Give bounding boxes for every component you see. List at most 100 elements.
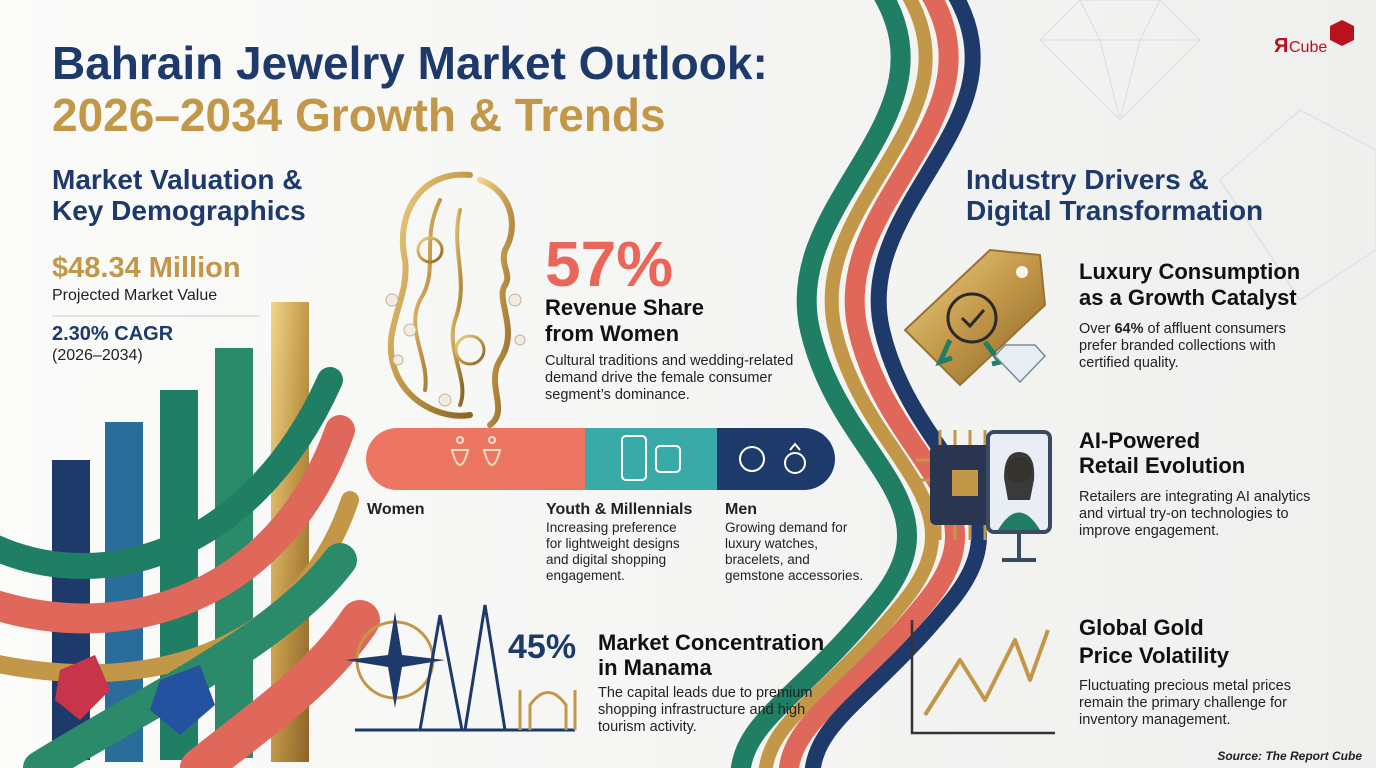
decor-shape xyxy=(784,452,806,474)
driver-title: Global Gold xyxy=(1079,615,1204,640)
segment-body: engagement. xyxy=(546,568,625,583)
watch-ring-icon xyxy=(739,442,806,474)
title-line: 2026–2034 Growth & Trends xyxy=(52,89,666,141)
decor-shape xyxy=(1016,266,1028,278)
tag-icon xyxy=(903,248,1047,387)
driver-body: and virtual try-on technologies to xyxy=(1079,506,1289,522)
decor-shape xyxy=(392,354,404,366)
decor-shape xyxy=(345,612,445,708)
segment-body: and digital shopping xyxy=(546,552,666,567)
decor-shape xyxy=(952,470,978,496)
women-body: Cultural traditions and wedding-related xyxy=(545,353,793,369)
cagr-period: (2026–2034) xyxy=(52,347,143,364)
skyline-icon xyxy=(345,604,577,732)
decor-shape xyxy=(385,293,399,307)
gem xyxy=(150,665,215,735)
decor-shape xyxy=(514,334,526,346)
decor-shape xyxy=(450,208,465,407)
women-share: 57% xyxy=(545,228,673,300)
decor-shape xyxy=(910,620,1055,735)
ribbon xyxy=(23,543,357,768)
market-value-label: Projected Market Value xyxy=(52,287,217,304)
decor-shape xyxy=(482,449,502,466)
driver-body: Over 64% of affluent consumers xyxy=(1079,321,1286,337)
driver-body: inventory management. xyxy=(1079,712,1231,728)
women-body: segment’s dominance. xyxy=(545,387,690,403)
ribbon xyxy=(758,0,940,768)
manama-title: in Manama xyxy=(598,655,712,680)
women-title: Revenue Share xyxy=(545,295,704,320)
decor-shape xyxy=(454,334,486,366)
body-text: Over xyxy=(1079,321,1114,337)
earrings-icon xyxy=(450,436,502,466)
ribbon xyxy=(778,0,966,768)
decor-shape xyxy=(528,691,568,730)
woman-illustration xyxy=(387,171,515,428)
manama-share: 45% xyxy=(508,628,576,666)
segment-youth xyxy=(585,428,717,490)
ai-icon xyxy=(916,430,1052,562)
driver-body: improve engagement. xyxy=(1079,523,1219,539)
center-ribbon xyxy=(730,0,988,768)
decor-shape xyxy=(655,445,681,473)
decor-shape xyxy=(418,604,507,731)
gold-price-icon xyxy=(910,620,1055,735)
highlight-figure: 64% xyxy=(1114,321,1143,337)
decor-shape xyxy=(508,293,522,307)
decor-shape xyxy=(488,436,496,444)
driver-body: Retailers are integrating AI analytics xyxy=(1079,489,1310,505)
segment-body: bracelets, and xyxy=(725,552,810,567)
decor-shape xyxy=(1004,452,1035,500)
driver-body: certified quality. xyxy=(1079,355,1179,371)
market-value: $48.34 Million xyxy=(52,252,241,284)
driver-title: AI-Powered xyxy=(1079,428,1200,453)
decor-shape xyxy=(739,446,765,472)
decor-shape xyxy=(456,436,464,444)
decor-shape xyxy=(916,430,987,540)
pearls xyxy=(385,293,526,407)
section-heading: Industry Drivers & xyxy=(966,164,1209,195)
decor-shape xyxy=(903,248,1047,387)
manama-body: tourism activity. xyxy=(598,719,697,735)
ribbon xyxy=(180,600,380,768)
women-body: demand drive the female consumer xyxy=(545,370,772,386)
logo-cube xyxy=(1330,20,1354,46)
decor-shape xyxy=(387,171,473,419)
ribbon xyxy=(730,0,918,768)
driver-title: Luxury Consumption xyxy=(1079,259,1300,284)
driver-title: Retail Evolution xyxy=(1079,453,1245,478)
segment-body: Increasing preference xyxy=(546,520,677,535)
gems xyxy=(55,655,215,735)
segment-body: Growing demand for xyxy=(725,520,848,535)
decor-shape xyxy=(403,323,417,337)
decor-shape xyxy=(413,198,442,392)
driver-body: prefer branded collections with xyxy=(1079,338,1276,354)
segment-body: for lightweight designs xyxy=(546,536,680,551)
decor-shape xyxy=(960,309,986,329)
section-heading: Market Valuation & xyxy=(52,164,303,195)
decor-shape xyxy=(923,629,1050,717)
decor-shape xyxy=(416,236,444,264)
decor-shape xyxy=(1219,109,1376,302)
diamond-decor xyxy=(1038,0,1376,302)
driver-title: Price Volatility xyxy=(1079,643,1230,668)
title-line: Bahrain Jewelry Market Outlook: xyxy=(52,37,768,89)
manama-body: shopping infrastructure and high xyxy=(598,702,805,718)
decor-shape xyxy=(438,393,452,407)
section-heading: Key Demographics xyxy=(52,195,306,226)
logo-mark: Я xyxy=(1274,35,1288,57)
decor-shape xyxy=(450,449,470,466)
decor-shape xyxy=(998,512,1040,530)
ribbon xyxy=(0,367,343,579)
decor-shape xyxy=(1038,0,1202,122)
cagr: 2.30% CAGR xyxy=(52,323,174,345)
decor-shape xyxy=(993,344,1047,384)
source: Source: The Report Cube xyxy=(1217,749,1362,763)
segment-body: luxury watches, xyxy=(725,536,818,551)
gem xyxy=(55,655,110,720)
driver-title: as a Growth Catalyst xyxy=(1079,285,1297,310)
body-text: of affluent consumers xyxy=(1143,321,1285,337)
manama-body: The capital leads due to premium xyxy=(598,685,812,701)
segment-name: Youth & Millennials xyxy=(546,501,692,518)
